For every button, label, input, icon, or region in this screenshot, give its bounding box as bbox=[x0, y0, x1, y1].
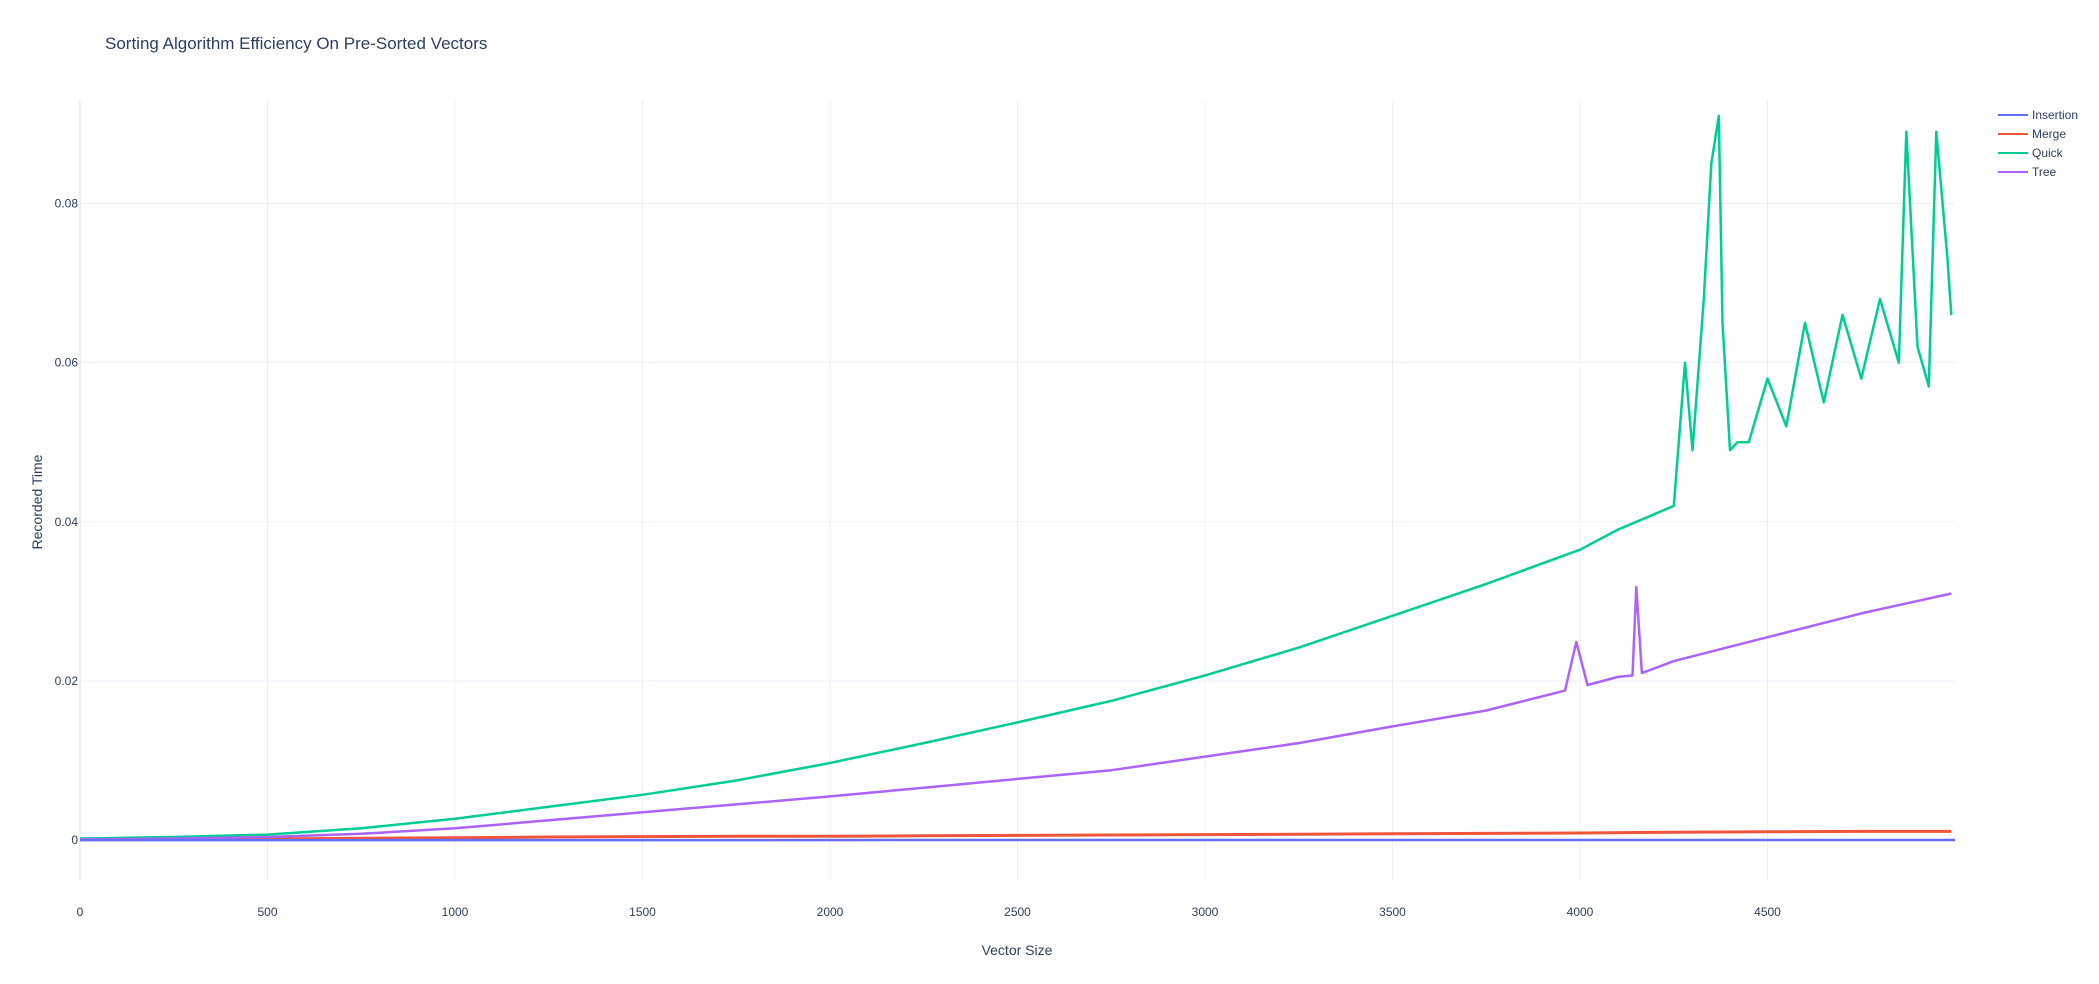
x-axis-title: Vector Size bbox=[982, 942, 1053, 958]
legend-item-insertion[interactable]: Insertion bbox=[1998, 108, 2078, 122]
x-tick-label: 1000 bbox=[442, 905, 469, 919]
x-tick-label: 2500 bbox=[1004, 905, 1031, 919]
x-tick-label: 500 bbox=[257, 905, 277, 919]
series-line-tree bbox=[79, 585, 1952, 841]
x-tick-label: 4000 bbox=[1567, 905, 1594, 919]
series-line-quick bbox=[79, 114, 1953, 840]
y-axis-title: Recorded Time bbox=[29, 454, 45, 549]
x-tick-label: 2000 bbox=[817, 905, 844, 919]
legend-label: Insertion bbox=[2032, 108, 2078, 122]
x-tick-label: 3500 bbox=[1379, 905, 1406, 919]
legend-label: Quick bbox=[2032, 146, 2064, 160]
x-tick-label: 0 bbox=[77, 905, 84, 919]
y-tick-label: 0.02 bbox=[55, 674, 79, 688]
x-tick-label: 1500 bbox=[629, 905, 656, 919]
legend-item-merge[interactable]: Merge bbox=[1998, 127, 2066, 141]
y-tick-label: 0 bbox=[71, 833, 78, 847]
chart-series-layer bbox=[79, 114, 1956, 842]
chart-grid bbox=[79, 100, 1955, 880]
legend-label: Merge bbox=[2032, 127, 2066, 141]
y-tick-label: 0.06 bbox=[55, 356, 79, 370]
x-tick-label: 4500 bbox=[1754, 905, 1781, 919]
y-tick-label: 0.04 bbox=[55, 515, 79, 529]
legend[interactable]: Insertion Merge Quick Tree bbox=[1998, 108, 2078, 179]
y-axis: 0 0.02 0.04 0.06 0.08 bbox=[55, 196, 79, 847]
series-line-merge bbox=[79, 829, 1952, 842]
y-tick-label: 0.08 bbox=[55, 196, 79, 210]
x-axis: 0 500 1000 1500 2000 2500 3000 3500 4000 4500 bbox=[77, 905, 1782, 919]
x-tick-label: 3000 bbox=[1192, 905, 1219, 919]
legend-item-tree[interactable]: Tree bbox=[1998, 165, 2057, 179]
legend-label: Tree bbox=[2032, 165, 2057, 179]
legend-item-quick[interactable]: Quick bbox=[1998, 146, 2064, 160]
chart-title: Sorting Algorithm Efficiency On Pre-Sort… bbox=[105, 34, 487, 53]
